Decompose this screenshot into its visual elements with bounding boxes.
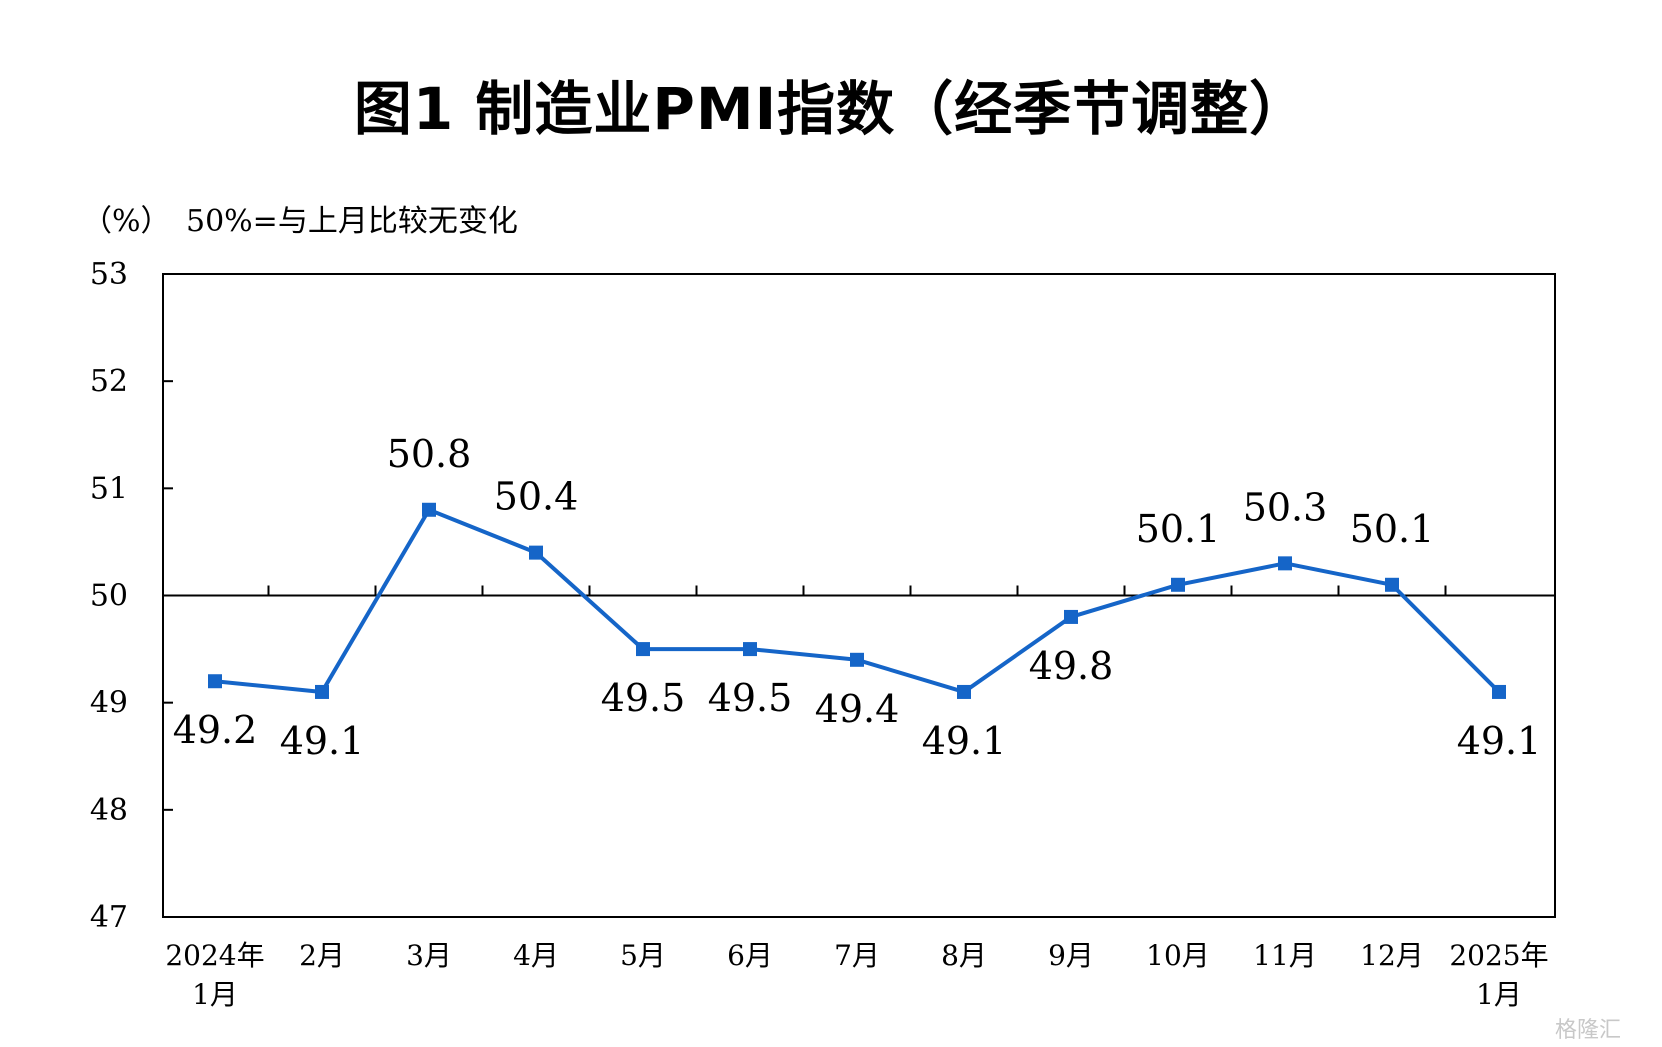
- y-tick-label: 53: [90, 257, 128, 292]
- x-tick-label: 5月: [620, 939, 666, 972]
- data-point-marker: [743, 642, 757, 657]
- data-point-marker: [636, 642, 650, 657]
- x-axis-labels-group: 2024年 1月 2月 3月 4月 5月 6月 7月 8月 9月 10月 11月 12月 2025年 1月: [165, 939, 1548, 1011]
- x-tick-label: 2024年: [165, 939, 264, 972]
- y-tick-label: 52: [90, 364, 128, 399]
- series-group: [208, 502, 1506, 699]
- x-tick-label: 12月: [1360, 939, 1424, 972]
- x-tick-label: 4月: [513, 939, 559, 972]
- reference-note: 50%=与上月比较无变化: [186, 204, 518, 239]
- data-label: 49.8: [1029, 644, 1114, 688]
- data-label: 49.5: [708, 676, 793, 720]
- data-label: 49.5: [601, 676, 686, 720]
- data-point-marker: [1278, 556, 1292, 571]
- chart-title: 图1 制造业PMI指数（经季节调整）: [353, 75, 1309, 143]
- reference-line-group: [163, 585, 1555, 597]
- y-tick-label: 49: [90, 686, 128, 721]
- x-tick-label: 2月: [299, 939, 345, 972]
- data-label: 50.8: [387, 432, 472, 476]
- data-label: 49.1: [922, 719, 1007, 763]
- y-tick-label: 51: [90, 471, 128, 506]
- data-point-marker: [1171, 577, 1185, 592]
- x-tick-label: 8月: [941, 939, 987, 972]
- data-point-marker: [850, 652, 864, 667]
- x-tick-label: 6月: [727, 939, 773, 972]
- x-tick-label: 11月: [1253, 939, 1317, 972]
- x-tick-label: 9月: [1048, 939, 1094, 972]
- x-tick-label: 1月: [192, 978, 238, 1011]
- data-point-marker: [957, 684, 971, 699]
- watermark-logo: 格隆汇: [1555, 1018, 1622, 1043]
- data-point-marker: [208, 674, 222, 689]
- data-labels-group: 49.2 49.1 50.8 50.4 49.5 49.5 49.4 49.1 49.8 50.1…: [173, 432, 1542, 763]
- y-axis-unit-label: （%）: [82, 204, 171, 239]
- data-point-marker: [315, 684, 329, 699]
- axis-ticks: 47 48 49 50 51 52 53: [90, 257, 173, 935]
- x-tick-label: 10月: [1146, 939, 1210, 972]
- x-tick-label: 3月: [406, 939, 452, 972]
- x-tick-label: 1月: [1476, 978, 1522, 1011]
- data-point-marker: [422, 502, 436, 517]
- data-label: 49.2: [173, 708, 258, 752]
- data-point-marker: [1385, 577, 1399, 592]
- data-label: 49.1: [1457, 719, 1542, 763]
- data-point-marker: [1064, 609, 1078, 624]
- y-tick-label: 48: [90, 793, 128, 828]
- data-point-marker: [529, 545, 543, 560]
- y-tick-label: 50: [90, 579, 128, 614]
- x-tick-label: 2025年: [1449, 939, 1548, 972]
- data-label: 50.4: [494, 475, 579, 519]
- data-label: 49.4: [815, 687, 900, 731]
- data-point-marker: [1492, 684, 1506, 699]
- data-label: 50.3: [1243, 485, 1328, 529]
- data-label: 50.1: [1350, 507, 1435, 551]
- y-tick-label: 47: [90, 900, 128, 935]
- x-tick-label: 7月: [834, 939, 880, 972]
- data-label: 50.1: [1136, 507, 1221, 551]
- data-label: 49.1: [280, 719, 365, 763]
